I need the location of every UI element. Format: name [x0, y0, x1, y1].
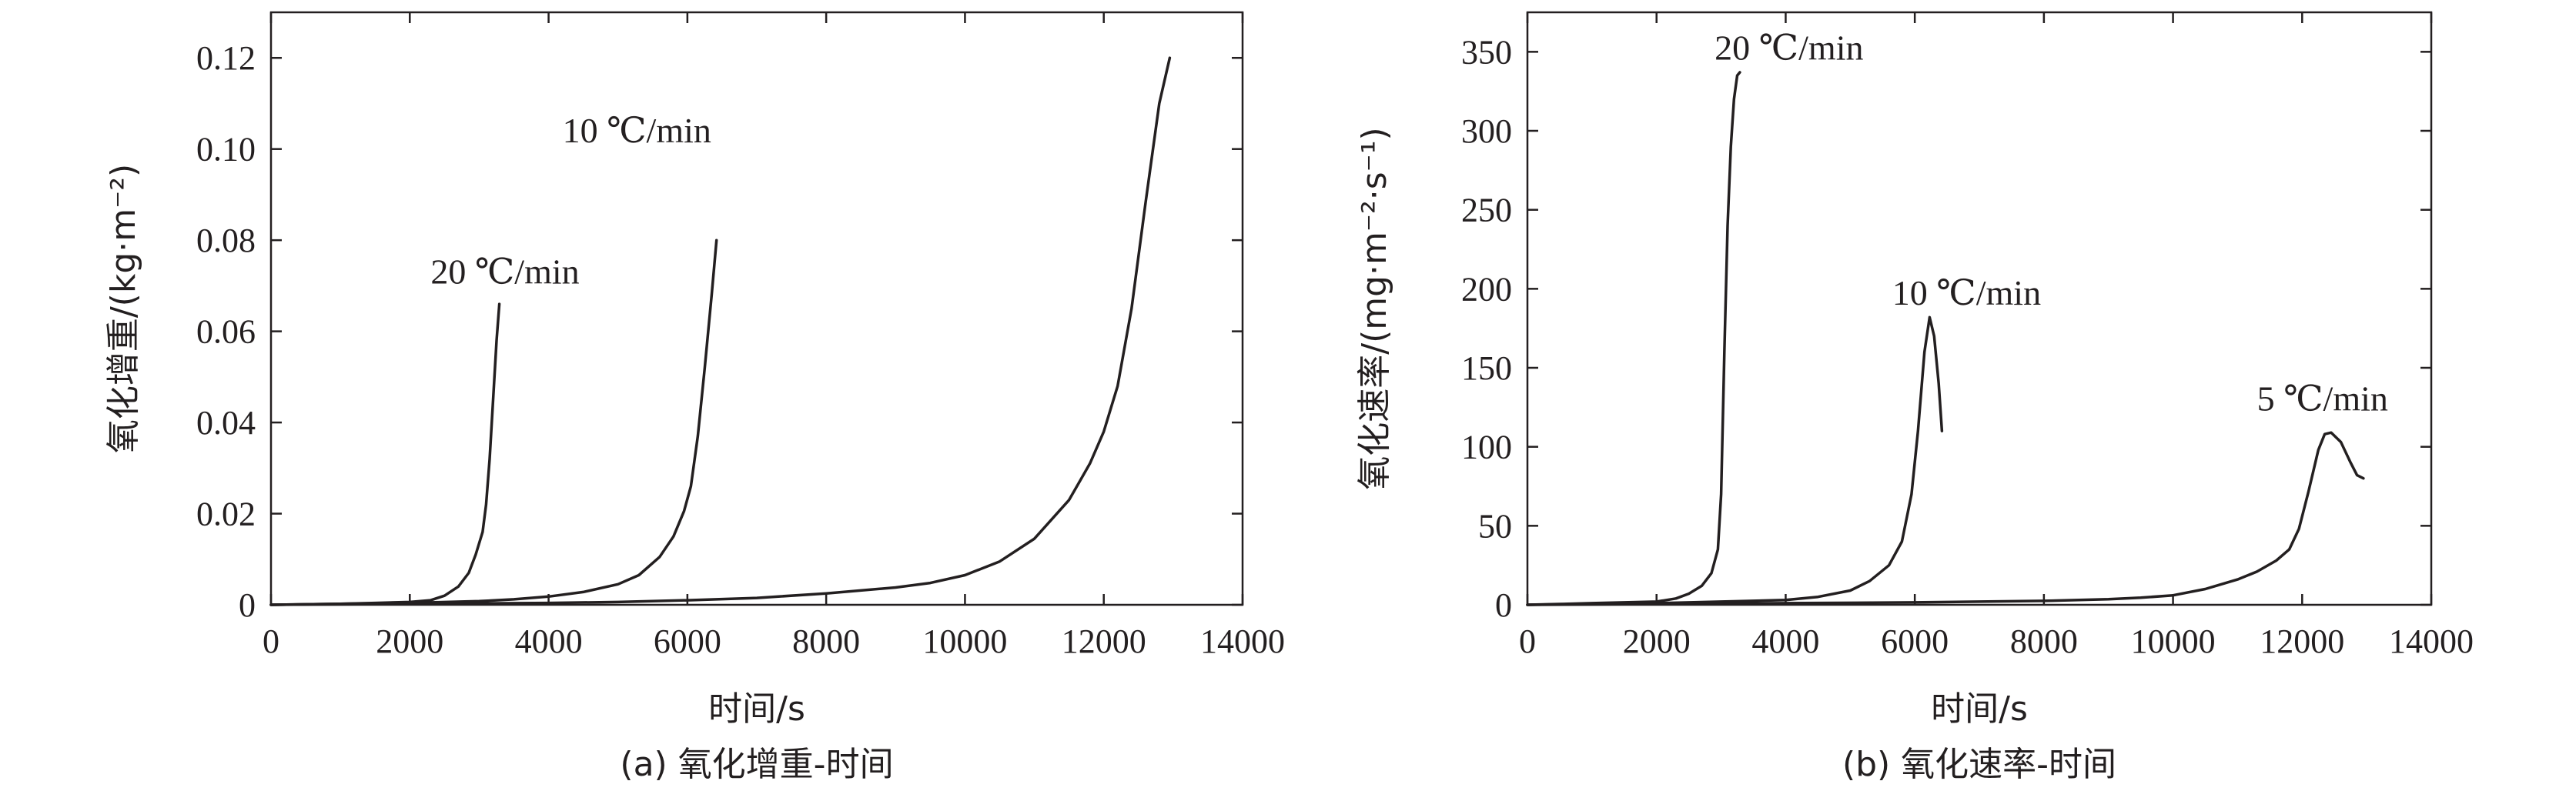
panel-a-caption: (a) 氧化增重-时间 [620, 745, 893, 784]
panel-a-x-tick-label: 0 [263, 622, 279, 660]
panel-b-x-tick-label: 8000 [2010, 622, 2078, 660]
panel-b-x-tick-label: 2000 [1623, 622, 1691, 660]
panel-b-y-tick-label: 350 [1461, 33, 1512, 71]
panel-b-series-line-2 [1526, 315, 1944, 606]
panel-a-series-line-1 [269, 302, 501, 606]
panel-a-y-tick-label: 0 [239, 586, 256, 624]
panel-a-series-line-2 [269, 239, 718, 606]
panel-b-x-tick-label: 0 [1519, 622, 1536, 660]
panel-a-x-tick-label: 10000 [922, 622, 1007, 660]
panel-a-plot-frame [269, 11, 1244, 606]
panel-a-x-tick-label: 12000 [1062, 622, 1146, 660]
panel-b-y-tick-label: 250 [1461, 192, 1512, 229]
panel-b-x-axis-label: 时间/s [1931, 689, 2028, 729]
panel-a-y-tick-label: 0.12 [196, 39, 256, 77]
panel-b-series-label-1: 20 ℃/min [1715, 28, 1863, 68]
panel-a-y-axis-label: 氧化增重/(kg·m⁻²) [104, 164, 143, 453]
panel-b-y-tick-label: 50 [1478, 507, 1512, 545]
panel-b-series-line-3 [1526, 431, 2365, 606]
panel-b-y-tick-label: 150 [1461, 349, 1512, 387]
panel-b-x-tick-label: 10000 [2131, 622, 2216, 660]
panel-b-y-tick-label: 300 [1461, 112, 1512, 150]
panel-b-x-tick-label: 14000 [2389, 622, 2474, 660]
panel-b-y-tick-label: 100 [1461, 429, 1512, 466]
panel-a-x-tick-label: 2000 [376, 622, 443, 660]
panel-b-y-axis-label: 氧化速率/(mg·m⁻²·s⁻¹) [1355, 127, 1394, 489]
panel-a-series-label-1: 20 ℃/min [430, 252, 579, 291]
panel-b-y-tick-label: 200 [1461, 270, 1512, 308]
panel-b-plot-frame [1526, 11, 2433, 606]
panel-a-y-tick-label: 0.02 [196, 496, 256, 533]
panel-b-x-tick-label: 4000 [1751, 622, 1819, 660]
panel-a-y-tick-label: 0.08 [196, 222, 256, 259]
panel-b-series-label-3: 5 ℃/min [2257, 379, 2388, 418]
panel-a-x-tick-label: 8000 [792, 622, 860, 660]
panel-a-y-tick-label: 0.06 [196, 313, 256, 351]
panel-a-series-label-2: 10 ℃/min [563, 111, 711, 150]
panel-b-caption: (b) 氧化速率-时间 [1842, 745, 2116, 784]
panel-a-x-tick-label: 14000 [1200, 622, 1285, 660]
panel-a-y-tick-label: 0.10 [196, 131, 256, 169]
panel-b-oxidation-rate: 0 2000 4000 6000 8000 10000 12000 14000 0 50 100 15… [1355, 11, 2474, 784]
panel-b-series-line-1 [1526, 71, 1741, 606]
panel-a-x-tick-label: 4000 [515, 622, 583, 660]
panel-b-series-label-2: 10 ℃/min [1892, 273, 2041, 312]
panel-a-series-line-3 [269, 56, 1172, 606]
panel-b-y-tick-label: 0 [1495, 586, 1512, 624]
panel-a-x-tick-label: 6000 [654, 622, 721, 660]
panel-a-x-axis-label: 时间/s [708, 689, 805, 729]
panel-b-x-tick-label: 6000 [1881, 622, 1949, 660]
panel-b-x-tick-label: 12000 [2260, 622, 2344, 660]
panel-a-y-tick-label: 0.04 [196, 404, 256, 442]
panel-a-oxidation-weight-gain: 0 2000 4000 6000 8000 10000 12000 14000 0 0.02 0.0… [104, 11, 1285, 784]
